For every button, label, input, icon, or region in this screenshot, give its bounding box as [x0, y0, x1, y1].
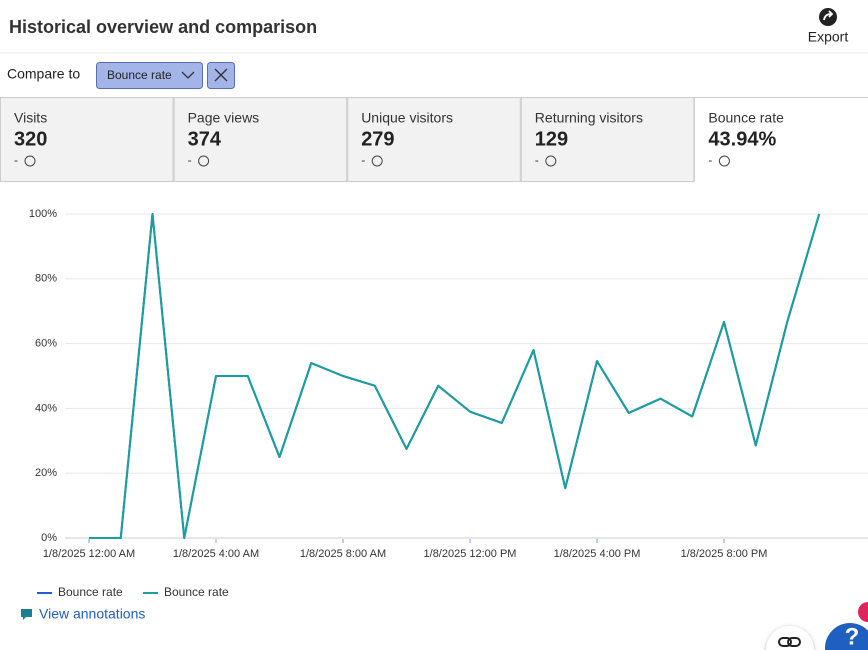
info-icon — [371, 155, 383, 167]
dropdown-box — [96, 62, 203, 89]
y-tick-label: 60% — [35, 338, 57, 350]
export-button[interactable]: Export — [808, 8, 849, 45]
metric-value: 374 — [188, 128, 222, 150]
metric-change: - — [188, 153, 192, 167]
y-tick-label: 100% — [29, 208, 57, 220]
legend-label: Bounce rate — [58, 585, 123, 599]
clear-compare[interactable] — [207, 62, 235, 89]
help-badge — [858, 602, 868, 622]
x-tick-label: 1/8/2025 4:00 AM — [173, 548, 259, 560]
series-line — [89, 213, 821, 539]
x-tick-label: 1/8/2025 8:00 AM — [300, 548, 386, 560]
y-tick-label: 80% — [35, 273, 57, 285]
info-icon — [198, 155, 210, 167]
metric-label: Returning visitors — [535, 110, 643, 126]
metric-tab[interactable] — [173, 97, 348, 182]
chevron — [181, 71, 195, 79]
dropdown-value: Bounce rate — [107, 68, 172, 82]
info-icon — [24, 155, 36, 167]
help-text: ? — [845, 623, 860, 650]
series-line — [89, 213, 821, 539]
compare-dropdown[interactable]: Bounce rate — [96, 62, 203, 89]
metric-label: Page views — [188, 110, 260, 126]
annotations-link[interactable]: View annotations — [21, 606, 145, 622]
metric-tab[interactable] — [520, 97, 695, 182]
annotations-icon — [21, 609, 32, 620]
compare-label: Compare to — [7, 66, 80, 82]
info-icon — [718, 155, 730, 167]
x-tick-label: 1/8/2025 4:00 PM — [554, 548, 641, 560]
y-tick-label: 0% — [41, 532, 57, 544]
metric-label: Visits — [14, 110, 47, 126]
metric-tab[interactable] — [347, 97, 521, 182]
export-arrow — [823, 10, 834, 21]
metric-value: 129 — [535, 128, 568, 150]
export-icon — [819, 8, 837, 26]
annotations-text: View annotations — [39, 606, 145, 622]
link-icon-b — [787, 637, 801, 647]
info-icon — [545, 155, 557, 167]
metric-change: - — [535, 153, 539, 167]
metric-tab[interactable] — [0, 97, 174, 182]
metric-label: Unique visitors — [361, 110, 453, 126]
metric-value: 320 — [14, 128, 47, 150]
metric-change: - — [361, 153, 365, 167]
metric-change: - — [14, 153, 18, 167]
title: Historical overview and comparison — [9, 17, 317, 37]
link-icon-a — [778, 637, 792, 647]
metric-change: - — [708, 153, 712, 167]
chart: 0% 20% 40% 60% 80% 100% 1/8/2025 12:00 AM 1/8/2… — [29, 208, 868, 599]
help-button[interactable]: ? — [825, 602, 868, 650]
link-button[interactable] — [766, 626, 814, 650]
x-tick-label: 1/8/2025 12:00 PM — [424, 548, 517, 560]
metric-value: 43.94% — [708, 128, 776, 150]
clear-icon — [214, 68, 228, 82]
export-label: Export — [808, 29, 849, 45]
metric-label: Bounce rate — [708, 110, 784, 126]
x-tick-label: 1/8/2025 12:00 AM — [43, 548, 135, 560]
y-tick-label: 20% — [35, 467, 57, 479]
metric-value: 279 — [361, 128, 394, 150]
x-tick-label: 1/8/2025 8:00 PM — [681, 548, 768, 560]
legend-label: Bounce rate — [164, 585, 229, 599]
y-tick-label: 40% — [35, 402, 57, 414]
help-circle — [825, 623, 868, 650]
metric-tab[interactable] — [694, 97, 868, 184]
metric-tabs: Visits 320 - Page views 374 - Unique visitors 2… — [0, 97, 868, 184]
